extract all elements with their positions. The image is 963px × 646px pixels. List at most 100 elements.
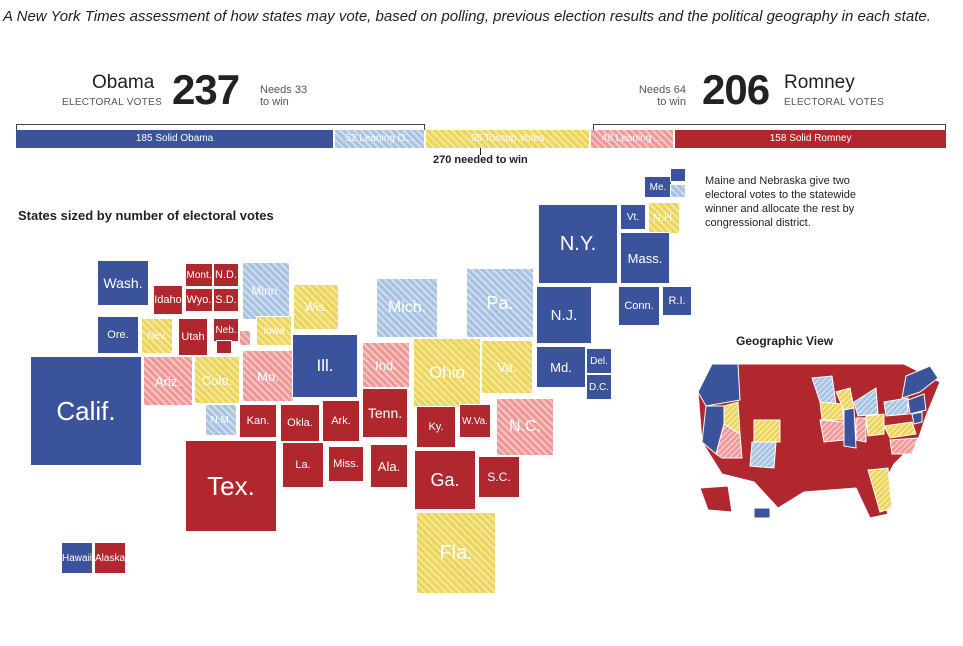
state-tile-n-d[interactable]: N.D. bbox=[213, 263, 239, 287]
state-tile-va[interactable]: Va. bbox=[481, 340, 533, 394]
romney-needs-line2: to win bbox=[657, 96, 686, 108]
state-tile-s-d[interactable]: S.D. bbox=[213, 288, 239, 312]
state-tile-fla[interactable]: Fla. bbox=[416, 512, 496, 594]
state-tile-conn[interactable]: Conn. bbox=[618, 286, 660, 326]
state-tile-district-48[interactable] bbox=[670, 168, 686, 182]
state-label: Conn. bbox=[624, 300, 654, 312]
state-label: Minn. bbox=[251, 284, 281, 298]
state-label: Alaska bbox=[95, 552, 126, 564]
state-tile-la[interactable]: La. bbox=[282, 442, 324, 488]
state-label: Colo. bbox=[201, 372, 233, 388]
state-label: La. bbox=[295, 459, 311, 471]
state-tile-idaho[interactable]: Idaho bbox=[153, 285, 183, 315]
state-tile-ariz[interactable]: Ariz. bbox=[143, 356, 193, 406]
threshold-label: 270 needed to win bbox=[433, 154, 528, 166]
state-label: Vt. bbox=[626, 211, 640, 223]
state-tile-mich[interactable]: Mich. bbox=[376, 278, 438, 338]
state-tile-md[interactable]: Md. bbox=[536, 346, 586, 388]
state-tile-utah[interactable]: Utah bbox=[178, 318, 208, 356]
state-tile-iowa[interactable]: Iowa bbox=[256, 316, 292, 346]
state-tile-ore[interactable]: Ore. bbox=[97, 316, 139, 354]
state-tile-ohio[interactable]: Ohio bbox=[413, 338, 481, 408]
state-label: Miss. bbox=[333, 458, 359, 470]
obama-sub: ELECTORAL VOTES bbox=[62, 97, 163, 108]
state-tile-ga[interactable]: Ga. bbox=[414, 450, 476, 510]
geographic-map bbox=[697, 363, 941, 519]
state-tile-w-va[interactable]: W.Va. bbox=[459, 404, 491, 438]
obama-name: Obama bbox=[92, 72, 155, 93]
state-tile-pa[interactable]: Pa. bbox=[466, 268, 534, 338]
district-note: Maine and Nebraska give two electoral vo… bbox=[705, 175, 857, 229]
state-label: N.D. bbox=[215, 269, 237, 281]
state-tile-me[interactable]: Me. bbox=[644, 176, 672, 198]
state-tile-mo[interactable]: Mo. bbox=[242, 350, 294, 402]
state-tile-n-h[interactable]: N.H. bbox=[648, 202, 680, 234]
state-label: Ark. bbox=[331, 415, 351, 427]
state-tile-okla[interactable]: Okla. bbox=[280, 404, 320, 442]
state-tile-district-14[interactable] bbox=[216, 340, 232, 354]
state-tile-mass[interactable]: Mass. bbox=[620, 232, 670, 284]
bar-segment-solid-obama: 185 Solid Obama bbox=[16, 130, 334, 148]
state-tile-ind[interactable]: Ind. bbox=[362, 342, 410, 388]
state-tile-hawaii[interactable]: Hawaii bbox=[61, 542, 93, 574]
state-tile-district-15[interactable] bbox=[239, 330, 251, 346]
state-tile-ky[interactable]: Ky. bbox=[416, 406, 456, 448]
state-tile-s-c[interactable]: S.C. bbox=[478, 456, 520, 498]
state-label: Tenn. bbox=[367, 405, 403, 421]
state-label: N.C. bbox=[509, 418, 541, 435]
state-label: Wash. bbox=[103, 275, 143, 291]
state-tile-mont[interactable]: Mont. bbox=[185, 263, 213, 287]
state-label: Ga. bbox=[430, 469, 460, 490]
state-tile-nev[interactable]: Nev. bbox=[141, 318, 173, 354]
obama-bracket bbox=[16, 124, 425, 130]
threshold-tick bbox=[480, 148, 481, 155]
state-label: Utah bbox=[181, 331, 205, 343]
state-label: Tex. bbox=[207, 470, 255, 501]
state-tile-del[interactable]: Del. bbox=[586, 348, 612, 374]
state-tile-tenn[interactable]: Tenn. bbox=[362, 388, 408, 438]
obama-needs-line2: to win bbox=[260, 96, 289, 108]
state-tile-kan[interactable]: Kan. bbox=[239, 404, 277, 438]
romney-name: Romney bbox=[784, 72, 855, 93]
state-tile-r-i[interactable]: R.I. bbox=[662, 286, 692, 316]
state-tile-n-m[interactable]: N.M. bbox=[205, 404, 237, 436]
obama-votes: 237 bbox=[172, 66, 240, 113]
state-label: D.C. bbox=[589, 381, 609, 393]
state-tile-n-y[interactable]: N.Y. bbox=[538, 204, 618, 284]
state-tile-alaska[interactable]: Alaska bbox=[94, 542, 126, 574]
state-tile-d-c[interactable]: D.C. bbox=[586, 374, 612, 400]
state-label: Va. bbox=[497, 359, 517, 375]
state-label: Ore. bbox=[107, 329, 129, 341]
state-tile-n-c[interactable]: N.C. bbox=[496, 398, 554, 456]
state-label: Fla. bbox=[439, 541, 473, 564]
state-label: Ohio bbox=[429, 363, 465, 382]
state-label: Mass. bbox=[627, 250, 663, 266]
state-tile-colo[interactable]: Colo. bbox=[194, 356, 240, 404]
intro-text: A New York Times assessment of how state… bbox=[3, 8, 931, 25]
state-tile-ark[interactable]: Ark. bbox=[322, 400, 360, 442]
state-label: Mo. bbox=[257, 368, 279, 384]
state-tile-ill[interactable]: Ill. bbox=[292, 334, 358, 398]
romney-bracket bbox=[593, 124, 946, 130]
state-tile-wyo[interactable]: Wyo. bbox=[185, 288, 213, 312]
romney-sub: ELECTORAL VOTES bbox=[784, 97, 885, 108]
state-tile-district-49[interactable] bbox=[670, 184, 686, 198]
state-tile-vt[interactable]: Vt. bbox=[620, 204, 646, 230]
state-label: Okla. bbox=[287, 417, 313, 429]
state-tile-neb[interactable]: Neb. bbox=[213, 318, 239, 342]
state-label: Idaho bbox=[154, 294, 182, 306]
state-tile-minn[interactable]: Minn. bbox=[242, 262, 290, 320]
state-label: N.Y. bbox=[559, 232, 597, 255]
state-label: Hawaii bbox=[62, 552, 93, 564]
state-tile-n-j[interactable]: N.J. bbox=[536, 286, 592, 344]
state-tile-miss[interactable]: Miss. bbox=[328, 446, 364, 482]
state-label: Kan. bbox=[246, 415, 270, 427]
state-label: Calif. bbox=[56, 395, 116, 426]
state-tile-tex[interactable]: Tex. bbox=[185, 440, 277, 532]
state-label: Ind. bbox=[375, 357, 397, 373]
state-tile-calif[interactable]: Calif. bbox=[30, 356, 142, 466]
state-tile-wash[interactable]: Wash. bbox=[97, 260, 149, 306]
state-tile-ala[interactable]: Ala. bbox=[370, 444, 408, 488]
state-label: Pa. bbox=[486, 292, 514, 313]
state-tile-wis[interactable]: Wis. bbox=[293, 284, 339, 330]
